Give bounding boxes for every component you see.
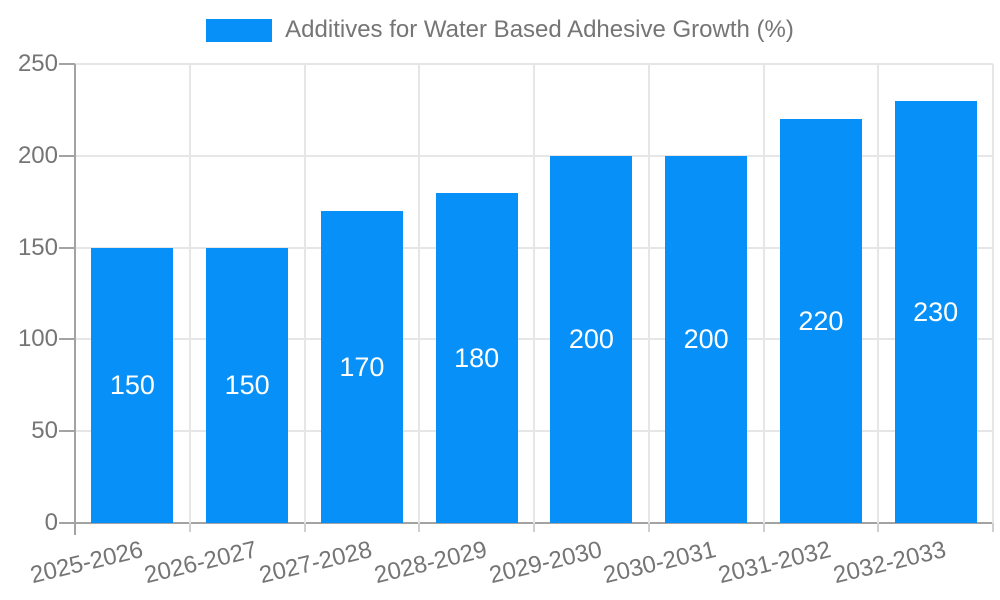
x-axis-category-label: 2029-2030 <box>486 536 605 590</box>
v-gridline <box>303 64 306 523</box>
bar <box>206 247 289 523</box>
y-axis-tick <box>59 430 75 433</box>
bar <box>894 100 977 523</box>
v-gridline <box>647 64 650 523</box>
y-axis-tick-label: 150 <box>17 233 58 261</box>
x-axis-tick <box>762 523 765 532</box>
bar <box>665 155 748 523</box>
bar-value-label: 200 <box>568 324 614 355</box>
bar <box>91 247 174 523</box>
x-axis-category-label: 2030-2031 <box>601 536 719 590</box>
y-axis-tick <box>59 63 75 65</box>
x-axis-tick <box>533 523 535 532</box>
plot-area: 150 150 170 180 200 200 220 230 <box>59 63 994 535</box>
y-axis-tick-label: 100 <box>17 325 58 353</box>
x-axis-tick <box>877 523 880 532</box>
y-axis-tick-label: 200 <box>17 141 58 169</box>
x-axis-category-label: 2031-2032 <box>715 536 834 590</box>
bar-value-label: 200 <box>683 324 729 355</box>
bar-value-label: 220 <box>798 306 844 337</box>
bar-value-label: 150 <box>224 370 270 401</box>
bar <box>320 210 403 523</box>
x-axis-category-label: 2032-2033 <box>830 536 949 590</box>
v-gridline <box>992 64 994 523</box>
bar-value-label: 170 <box>339 351 385 382</box>
v-gridline <box>188 64 191 523</box>
y-axis-tick-label: 0 <box>44 509 58 536</box>
bar-value-label: 180 <box>454 342 500 373</box>
v-gridline <box>418 64 421 523</box>
x-axis-tick <box>303 523 306 532</box>
x-axis-tick <box>418 523 421 532</box>
v-gridline <box>762 64 765 523</box>
bar <box>550 155 633 523</box>
v-gridline <box>533 64 535 523</box>
legend-item[interactable]: Additives for Water Based Adhesive Growt… <box>0 17 1000 43</box>
x-axis-category-label: 2028-2029 <box>371 536 490 590</box>
bar-value-label: 230 <box>913 296 959 327</box>
y-axis-tick <box>59 154 75 157</box>
y-axis-tick <box>59 246 75 249</box>
v-gridline <box>877 64 880 523</box>
x-axis-baseline <box>59 522 993 524</box>
y-axis-tick-label: 50 <box>31 417 58 445</box>
y-axis-tick <box>59 338 75 341</box>
y-axis-line <box>74 64 76 535</box>
x-axis-tick <box>647 523 650 532</box>
x-axis-tick <box>188 523 191 532</box>
legend-swatch <box>206 18 273 42</box>
legend-label: Additives for Water Based Adhesive Growt… <box>285 16 794 43</box>
bar <box>779 119 862 523</box>
x-axis-category-label: 2025-2026 <box>27 536 146 590</box>
y-axis-tick-label: 250 <box>17 50 58 77</box>
x-axis-tick <box>992 523 994 532</box>
bar-value-label: 150 <box>109 370 155 401</box>
x-axis-category-label: 2026-2027 <box>142 536 260 590</box>
x-axis-category-label: 2027-2028 <box>256 536 375 590</box>
bar <box>435 192 518 523</box>
